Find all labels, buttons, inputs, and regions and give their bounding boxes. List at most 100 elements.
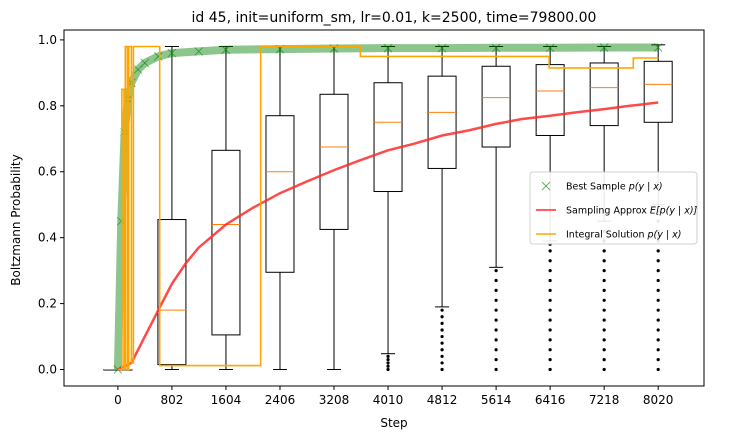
boxplot-802 <box>157 45 187 371</box>
box-flier <box>656 338 660 342</box>
legend-label: Sampling Approx E[p(y | x)] <box>566 206 698 217</box>
box-flier <box>548 269 552 273</box>
legend-label: Integral Solution p(y | x) <box>566 230 681 241</box>
box-flier <box>494 318 498 322</box>
box-flier <box>656 367 660 372</box>
box-flier <box>548 249 552 253</box>
box-flier <box>656 328 660 332</box>
x-tick-label: 3208 <box>319 393 350 407</box>
box-flier <box>602 367 606 372</box>
box-flier <box>656 358 660 362</box>
chart-title: id 45, init=uniform_sm, lr=0.01, k=2500,… <box>192 10 597 26</box>
box-flier <box>602 278 606 283</box>
box-flier <box>602 318 606 322</box>
x-tick-label: 4010 <box>373 393 404 407</box>
box-flier <box>602 348 606 352</box>
box-flier <box>386 361 390 365</box>
boxplot-2406 <box>265 45 295 371</box>
box-flier <box>602 288 606 293</box>
y-axis-label: Boltzmann Probability <box>9 154 23 285</box>
box-flier <box>548 358 552 362</box>
best-sample-point <box>491 43 501 53</box>
box-flier <box>602 259 606 263</box>
boxplot-5614 <box>481 45 511 372</box>
x-tick-label: 5614 <box>481 393 512 407</box>
legend-marker <box>541 181 551 191</box>
box-flier <box>602 358 606 362</box>
box-flier <box>494 278 498 283</box>
box-flier <box>602 269 606 273</box>
x-axis: 0 802 1604 2406 3208 4010 4812 5614 6416 7218 8020 <box>114 386 673 407</box>
box-flier <box>494 298 498 302</box>
boxplot-1604 <box>211 45 241 371</box>
box-flier <box>494 367 498 372</box>
x-tick-label: 0 <box>114 393 122 407</box>
box-flier <box>548 367 552 372</box>
box-flier <box>548 318 552 322</box>
box-iqr <box>265 115 295 273</box>
best-sample-point <box>599 43 609 52</box>
legend-item-1: Sampling Approx E[p(y | x)] <box>536 206 698 217</box>
best-sample-point <box>653 43 663 52</box>
x-tick-label: 802 <box>160 393 183 407</box>
legend-item-0: Best Sample p(y | x) <box>541 181 663 193</box>
box-flier <box>656 308 660 312</box>
box-iqr <box>481 65 511 148</box>
box-flier <box>602 328 606 332</box>
box-flier <box>494 308 498 312</box>
y-tick-label: 0.6 <box>38 165 57 179</box>
box-flier <box>602 308 606 312</box>
legend-item-2: Integral Solution p(y | x) <box>536 230 681 241</box>
best-sample-point <box>221 45 231 55</box>
x-axis-label: Step <box>380 416 407 430</box>
box-flier <box>440 348 444 352</box>
box-flier <box>440 367 444 372</box>
box-iqr <box>589 62 619 127</box>
box-flier <box>548 298 552 302</box>
box-flier <box>656 249 660 253</box>
box-flier <box>440 361 444 365</box>
box-iqr <box>211 149 241 336</box>
box-flier <box>656 318 660 322</box>
series-2 <box>117 45 659 371</box>
legend: Best Sample p(y | x) Sampling Approx E[p(… <box>529 171 698 245</box>
boxplot-3208 <box>319 45 349 371</box>
box-flier <box>386 358 390 362</box>
y-tick-label: 0.2 <box>38 297 57 311</box>
box-flier <box>656 259 660 263</box>
box-flier <box>440 354 444 358</box>
box-flier <box>548 259 552 263</box>
boxplot-4812 <box>427 45 457 372</box>
box-flier <box>386 367 390 372</box>
best-sample-point <box>437 43 447 53</box>
box-iqr <box>373 82 403 193</box>
box-flier <box>440 321 444 325</box>
box-flier <box>656 288 660 293</box>
box-flier <box>602 338 606 342</box>
box-flier <box>548 328 552 332</box>
legend-box <box>529 171 698 245</box>
y-tick-label: 0.0 <box>38 363 57 377</box>
box-flier <box>494 269 498 273</box>
best-sample-point <box>545 43 555 53</box>
x-tick-label: 4812 <box>427 393 458 407</box>
box-flier <box>440 341 444 345</box>
x-tick-label: 2406 <box>265 393 296 407</box>
boxplot-8020 <box>643 44 673 372</box>
box-iqr <box>157 219 187 366</box>
box-flier <box>602 249 606 253</box>
box-flier <box>440 334 444 339</box>
y-axis: 0.0 0.2 0.4 0.6 0.8 1.0 <box>38 33 64 377</box>
box-flier <box>494 338 498 342</box>
box-flier <box>548 338 552 342</box>
x-tick-label: 1604 <box>211 393 242 407</box>
best-sample-point <box>194 47 204 56</box>
integral-solution-line <box>117 45 659 371</box>
best-sample-point <box>140 58 150 68</box>
box-flier <box>494 358 498 362</box>
box-flier <box>386 354 390 358</box>
box-flier <box>548 308 552 312</box>
plot-frame <box>63 29 705 387</box>
box-flier <box>602 298 606 302</box>
